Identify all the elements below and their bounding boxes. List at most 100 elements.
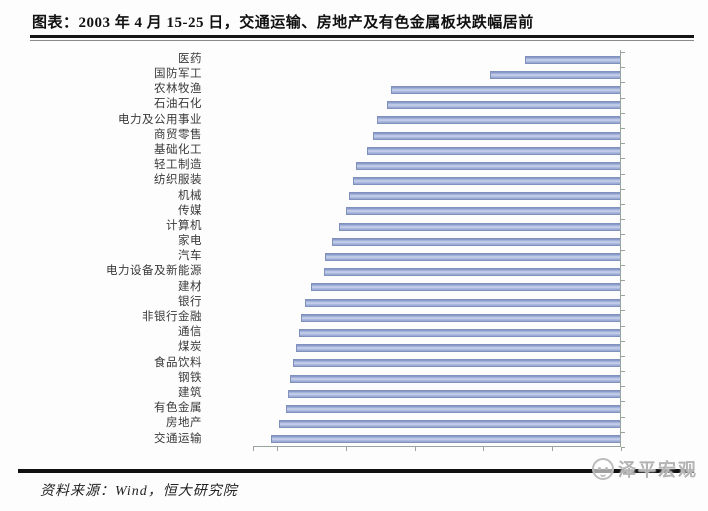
bar (304, 298, 621, 307)
bar-track (253, 82, 621, 97)
category-axis-tick (621, 279, 625, 281)
bar-track (253, 325, 621, 340)
value-axis-tick (277, 447, 279, 451)
bar (332, 237, 621, 246)
bar (338, 222, 621, 231)
bar-track (253, 356, 621, 371)
bar (270, 435, 621, 444)
category-label: 传媒 (178, 204, 202, 217)
bar (301, 313, 621, 322)
category-axis-tick (621, 295, 625, 297)
bar-track (253, 189, 621, 204)
bar (390, 85, 621, 94)
value-axis-end-tick (253, 447, 254, 451)
category-row: 轻工制造 (30, 158, 621, 173)
bar-track (253, 128, 621, 143)
title-rule-thin (30, 40, 694, 41)
chart-title: 图表：2003 年 4 月 15-25 日，交通运输、房地产及有色金属板块跌幅居… (32, 15, 534, 31)
category-row: 非银行金融 (30, 310, 621, 325)
bar-track (253, 249, 621, 264)
category-label: 轻工制造 (154, 159, 202, 172)
bar (373, 131, 621, 140)
category-row: 石油石化 (30, 98, 621, 113)
category-row: 房地产 (30, 417, 621, 432)
bar (325, 253, 621, 262)
category-row: 银行 (30, 295, 621, 310)
value-axis-tick (414, 447, 416, 451)
bar (352, 177, 621, 186)
category-row: 电力设备及新能源 (30, 265, 621, 280)
bar-track (253, 204, 621, 219)
category-label: 商贸零售 (154, 128, 202, 141)
bar-track (253, 158, 621, 173)
category-axis-tick (621, 82, 625, 84)
bar (296, 344, 621, 353)
category-axis-tick (621, 97, 625, 99)
category-label: 机械 (178, 189, 202, 202)
category-axis-tick (621, 158, 625, 160)
category-row: 家电 (30, 234, 621, 249)
bar (376, 116, 621, 125)
bar-chart-plot-area: 医药国防军工 农林牧渔石油石化电力及公用事业商贸零售基础化工轻工制造纺织服装机械传… (30, 50, 625, 451)
category-row: 有色金属 (30, 401, 621, 416)
bar-track (253, 341, 621, 356)
bar (345, 207, 621, 216)
bar-track (253, 432, 621, 447)
category-axis-tick (621, 355, 625, 357)
category-row: 传媒 (30, 204, 621, 219)
category-label: 农林牧渔 (154, 83, 202, 96)
category-row: 医药 (30, 52, 621, 67)
bar-track (253, 401, 621, 416)
bar (290, 374, 621, 383)
bar-track (253, 417, 621, 432)
bar-track (253, 219, 621, 234)
category-label: 银行 (178, 295, 202, 308)
category-row: 建材 (30, 280, 621, 295)
category-axis-tick (621, 386, 625, 388)
bar-rows: 医药国防军工 农林牧渔石油石化电力及公用事业商贸零售基础化工轻工制造纺织服装机械传… (30, 52, 621, 447)
category-label: 非银行金融 (142, 311, 202, 324)
category-label: 电力及公用事业 (118, 113, 202, 126)
bar-track (253, 113, 621, 128)
bar (323, 268, 621, 277)
value-axis-tick (621, 447, 622, 451)
category-label: 石油石化 (154, 98, 202, 111)
bar-track (253, 143, 621, 158)
category-row: 煤炭 (30, 341, 621, 356)
category-row: 商贸零售 (30, 128, 621, 143)
value-axis-tick (483, 447, 485, 451)
category-row: 机械 (30, 189, 621, 204)
bar (524, 55, 621, 64)
category-axis-tick (621, 67, 625, 69)
category-row: 农林牧渔 (30, 82, 621, 97)
category-row: 国防军工 (30, 67, 621, 82)
bar (356, 161, 621, 170)
category-label: 食品饮料 (154, 356, 202, 369)
category-row: 食品饮料 (30, 356, 621, 371)
bar (387, 101, 621, 110)
bar-track (253, 280, 621, 295)
bar (311, 283, 621, 292)
category-label: 纺织服装 (154, 174, 202, 187)
bar (288, 389, 621, 398)
category-label: 基础化工 (154, 143, 202, 156)
category-axis-tick (621, 188, 625, 190)
category-label: 建筑 (178, 386, 202, 399)
category-label: 汽车 (178, 250, 202, 263)
value-axis-tick (552, 447, 554, 451)
category-axis-tick (621, 310, 625, 312)
category-axis-tick (621, 431, 625, 433)
category-row: 纺织服装 (30, 174, 621, 189)
bar (490, 70, 621, 79)
category-axis-tick (621, 203, 625, 205)
value-axis-tick (345, 447, 347, 451)
category-label: 通信 (178, 326, 202, 339)
watermark: 泽平宏观 (592, 456, 698, 482)
category-axis-tick (621, 447, 625, 448)
bar-track (253, 265, 621, 280)
category-row: 电力及公用事业 (30, 113, 621, 128)
category-axis-tick (621, 52, 625, 53)
category-axis-tick (621, 401, 625, 403)
bar (299, 328, 621, 337)
category-label: 医药 (178, 52, 202, 65)
